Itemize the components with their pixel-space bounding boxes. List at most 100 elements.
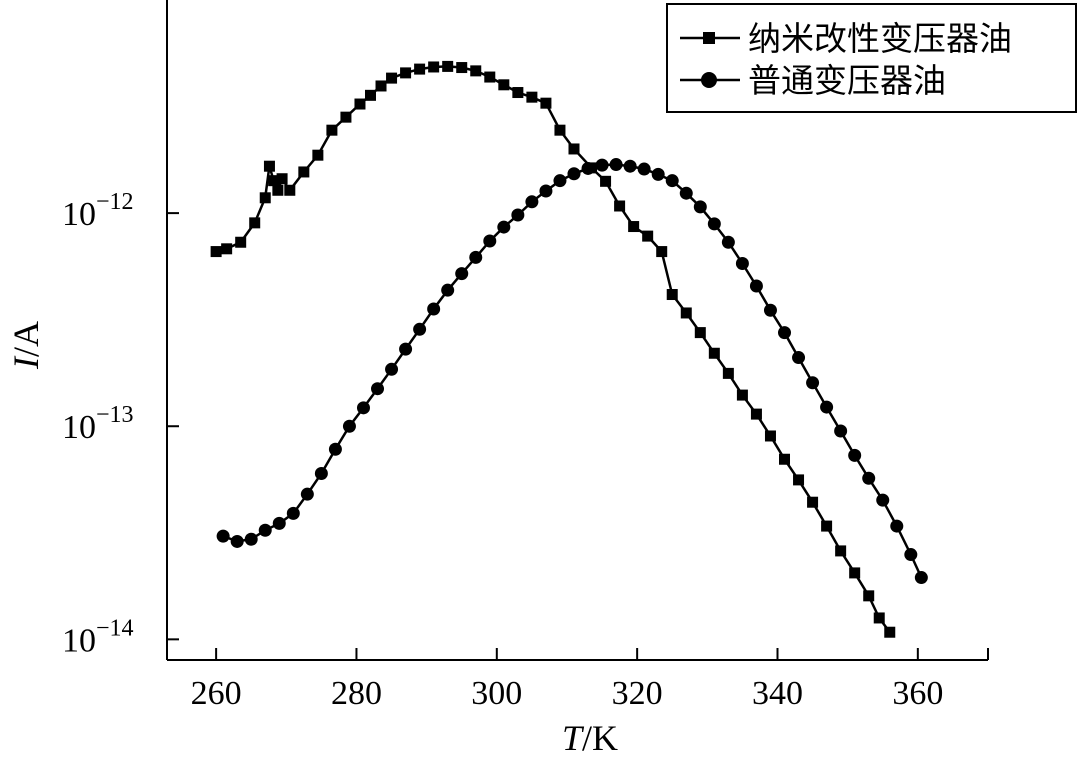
data-point-square (442, 60, 454, 72)
data-point-square (736, 389, 748, 401)
series-2 (216, 158, 928, 585)
x-tick-label: 340 (752, 675, 803, 712)
data-point-circle (890, 519, 904, 533)
data-point-square (456, 62, 468, 74)
y-tick-base: 10 (62, 196, 96, 233)
data-point-circle (385, 362, 399, 376)
data-point-circle (525, 195, 539, 209)
legend-marker-square (703, 32, 715, 44)
y-tick-base: 10 (62, 622, 96, 659)
x-axis-title: T/K (562, 718, 618, 758)
data-point-circle (553, 174, 567, 188)
data-point-square (554, 124, 566, 136)
y-tick-exponent: −12 (96, 189, 134, 215)
data-point-circle (300, 487, 314, 501)
data-point-square (375, 80, 387, 92)
data-point-square (764, 430, 776, 442)
series-line (222, 163, 923, 579)
y-tick-label: 10−13 (62, 402, 134, 446)
legend-label: 纳米改性变压器油 (748, 19, 1012, 58)
data-point-square (512, 87, 524, 99)
data-point-square (354, 98, 366, 110)
y-axis-unit: /A (6, 321, 46, 357)
y-tick-label: 10−12 (62, 189, 134, 233)
data-point-circle (721, 235, 735, 249)
data-point-square (221, 243, 233, 255)
data-point-circle (567, 167, 581, 181)
y-axis-title: I/A (6, 321, 46, 370)
data-point-square (835, 545, 847, 557)
data-point-square (708, 347, 720, 359)
data-point-circle (581, 161, 595, 175)
data-point-square (807, 496, 819, 508)
data-point-square (235, 236, 247, 248)
legend-box (666, 3, 1077, 113)
data-point-circle (272, 516, 286, 530)
data-point-circle (216, 529, 230, 543)
y-tick-base: 10 (62, 409, 96, 446)
data-point-circle (342, 419, 356, 433)
y-tick-exponent: −13 (96, 402, 134, 428)
data-point-square (210, 246, 222, 258)
data-point-circle (483, 234, 497, 248)
y-tick-exponent: −14 (96, 615, 134, 641)
data-point-square (779, 453, 791, 465)
data-point-square (386, 72, 398, 84)
data-point-circle (778, 326, 792, 340)
data-point-square (722, 367, 734, 379)
data-point-circle (707, 217, 721, 231)
data-point-circle (539, 184, 553, 198)
data-point-square (276, 173, 288, 185)
data-point-circle (820, 400, 834, 414)
data-point-circle (455, 267, 469, 281)
x-tick-label: 280 (331, 675, 382, 712)
data-point-square (526, 91, 538, 103)
data-point-square (268, 175, 280, 187)
data-point-square (568, 143, 580, 155)
x-axis-variable: T (562, 718, 585, 758)
data-point-square (863, 590, 875, 602)
data-point-square (666, 289, 678, 301)
data-point-circle (441, 283, 455, 297)
data-point-circle (314, 467, 328, 481)
data-point-square (628, 221, 640, 233)
data-point-circle (244, 532, 258, 546)
data-point-circle (356, 401, 370, 415)
data-point-square (340, 111, 352, 123)
data-point-circle (749, 279, 763, 293)
data-point-circle (792, 351, 806, 365)
data-point-circle (763, 303, 777, 317)
data-point-circle (679, 186, 693, 200)
data-point-square (680, 307, 692, 319)
data-point-circle (609, 158, 623, 172)
data-point-square (656, 246, 668, 258)
data-point-square (272, 184, 284, 196)
data-point-circle (328, 442, 342, 456)
legend-marker-circle (701, 72, 717, 88)
data-point-square (793, 474, 805, 486)
data-point-circle (904, 548, 918, 562)
x-tick-label: 300 (471, 675, 522, 712)
data-point-square (884, 626, 896, 638)
data-point-circle (511, 208, 525, 222)
data-point-square (326, 124, 338, 136)
data-point-circle (862, 471, 876, 485)
data-point-circle (427, 302, 441, 316)
series-1 (210, 60, 896, 638)
data-point-square (470, 65, 482, 77)
data-point-circle (876, 493, 890, 507)
data-point-circle (914, 571, 928, 585)
data-point-square (540, 97, 552, 109)
data-point-circle (286, 506, 300, 520)
data-point-square (298, 166, 310, 178)
data-point-square (498, 79, 510, 91)
data-point-circle (623, 159, 637, 173)
data-point-circle (469, 250, 483, 264)
data-point-circle (399, 342, 413, 356)
data-point-square (694, 327, 706, 339)
data-point-circle (848, 448, 862, 462)
data-point-circle (665, 174, 679, 188)
data-point-square (428, 61, 440, 73)
